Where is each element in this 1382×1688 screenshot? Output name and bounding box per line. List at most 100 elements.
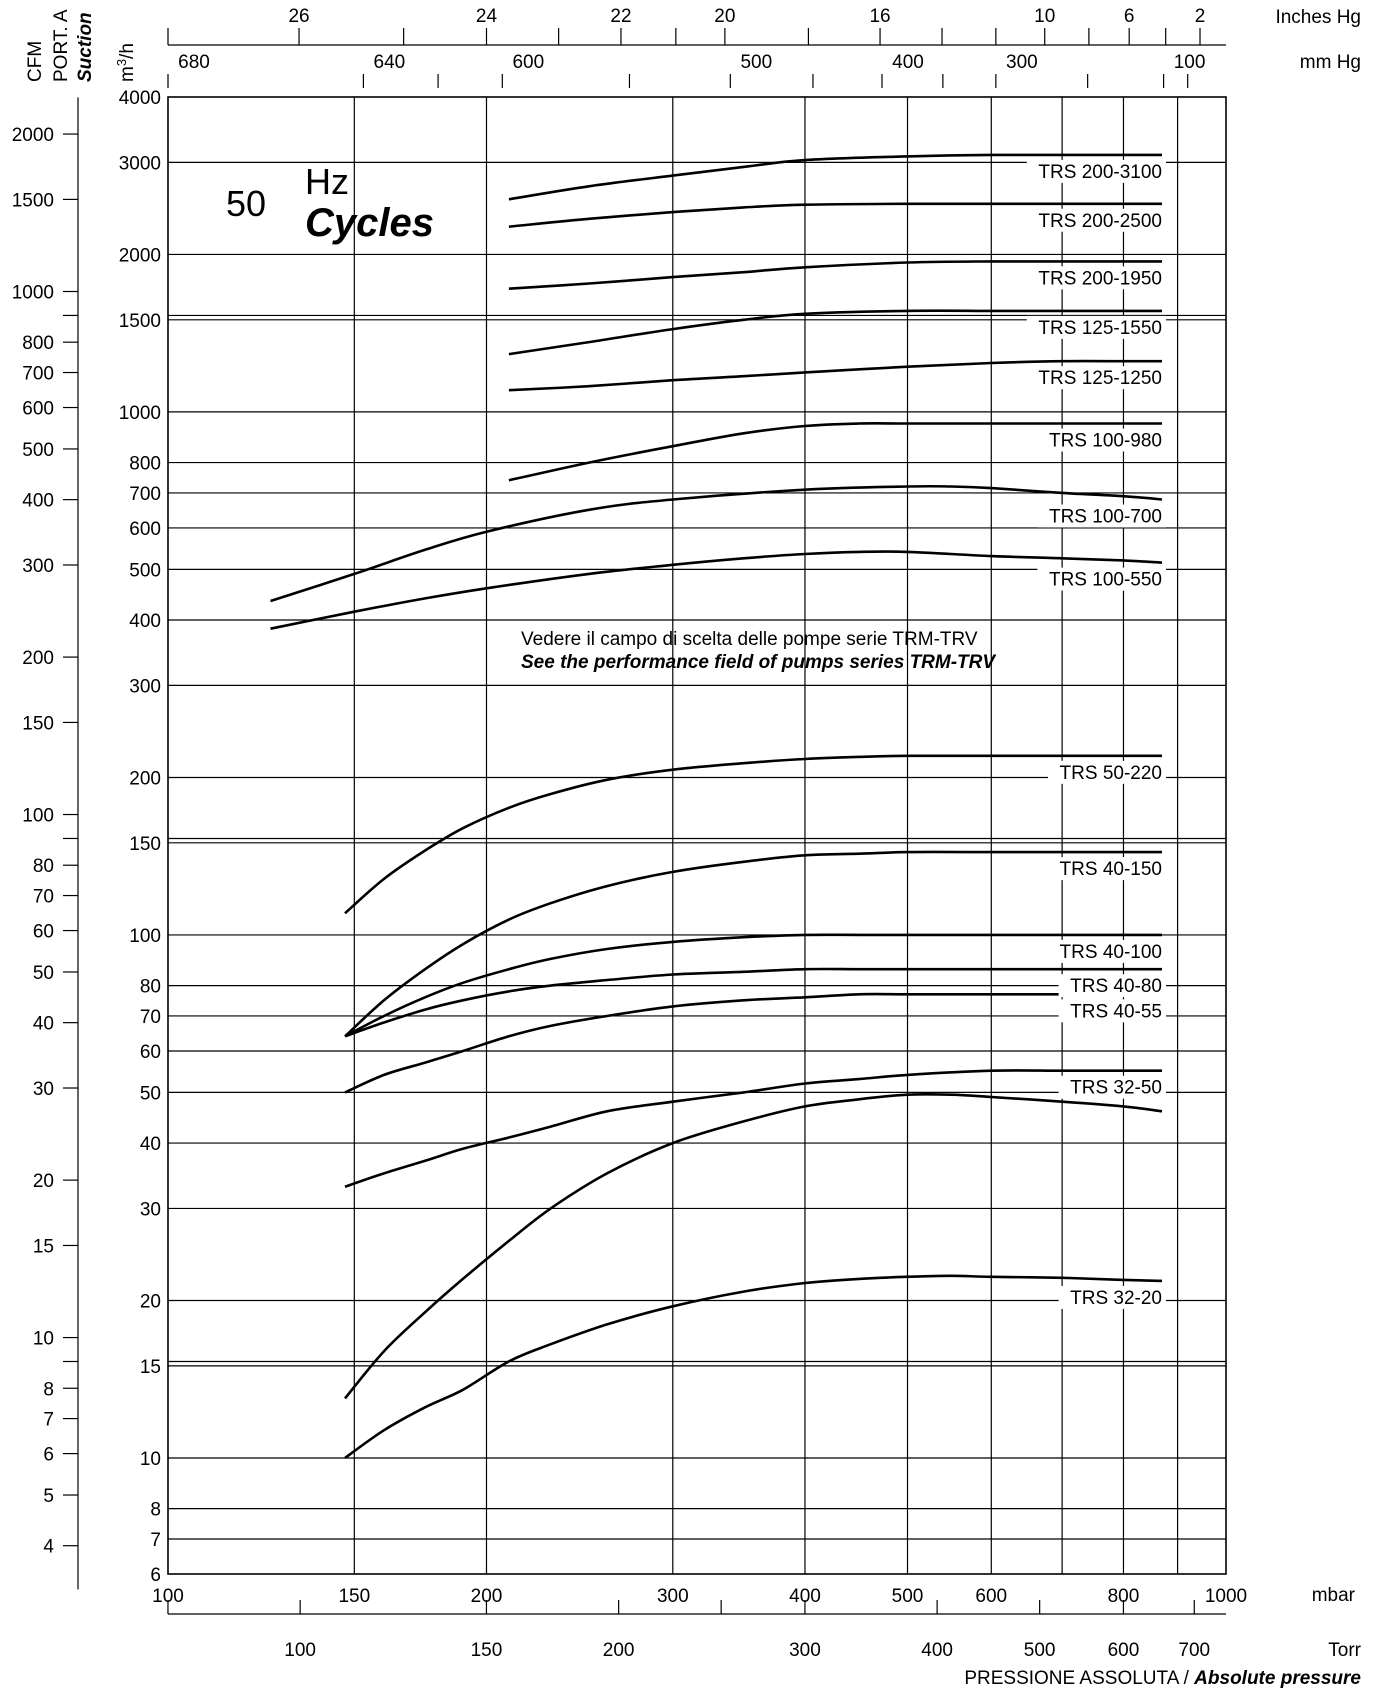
curve-label-trs-40-150: TRS 40-150: [1060, 859, 1162, 880]
y-tick-label-800: 800: [129, 454, 161, 475]
y-tick-label-10: 10: [140, 1449, 161, 1470]
footer-italian: PRESSIONE ASSOLUTA /: [964, 1668, 1194, 1688]
x-tick-label-500: 500: [892, 1586, 924, 1607]
note-italian: Vedere il campo di scelta delle pompe se…: [521, 629, 978, 650]
cfm-tick-label-70: 70: [33, 887, 54, 908]
y-axis-cfm: 4 5 6 7 8 10 15 20 30 40 50 60 70 80 100 150 200 300 400 50…: [12, 97, 79, 1590]
y-tick-label-6: 6: [150, 1565, 161, 1586]
axis-titles: CFM PORT. A Suction m3/h Inches Hg mm Hg…: [25, 7, 1362, 1688]
curve-label-bg: [1058, 1075, 1167, 1099]
cfm-tick-label-80: 80: [33, 856, 54, 877]
mmhg-tick-label-600: 600: [512, 52, 544, 73]
y-axis-m3h: 6 7 8 10 15 20 30 40 50 60 70 80 100 150 200 300 400 500 6…: [119, 88, 161, 1586]
x-axis-mbar: 100 150 200 300 400 500 600 800 1000: [152, 1586, 1247, 1607]
cfm-tick-label-4: 4: [43, 1537, 54, 1558]
y-tick-label-40: 40: [140, 1134, 161, 1155]
inhg-tick-label-26: 26: [288, 6, 309, 27]
cfm-tick-label-500: 500: [22, 440, 54, 461]
y-tick-label-1500: 1500: [119, 311, 161, 332]
curve-trs-100-980: [508, 422, 1162, 482]
cfm-tick-label-30: 30: [33, 1079, 54, 1100]
torr-tick-label-100: 100: [284, 1640, 316, 1661]
torr-tick-label-400: 400: [921, 1640, 953, 1661]
frequency-number: 50: [226, 183, 266, 224]
mmhg-tick-label-640: 640: [374, 52, 406, 73]
cfm-tick-label-2000: 2000: [12, 125, 54, 146]
y-tick-label-300: 300: [129, 676, 161, 697]
curve-unlabeled-14: [343, 1092, 1163, 1400]
y-tick-label-400: 400: [129, 611, 161, 632]
cfm-tick-label-200: 200: [22, 648, 54, 669]
y-tick-label-60: 60: [140, 1042, 161, 1063]
curve-label-trs-100-550: TRS 100-550: [1049, 570, 1162, 591]
frequency-label: 50 Hz Cycles: [226, 161, 434, 245]
curve-label-bg: [1026, 366, 1167, 390]
curve-trs-125-1250: [508, 359, 1162, 392]
curve-label-trs-40-80: TRS 40-80: [1070, 976, 1162, 997]
x-axis-torr: 100 150 200 300 400 500 600 700: [167, 1600, 1226, 1661]
mmhg-tick-label-300: 300: [1006, 52, 1038, 73]
x-tick-label-600: 600: [975, 1586, 1007, 1607]
curve-trs-32-50: [344, 1069, 1162, 1189]
cfm-tick-label-5: 5: [43, 1486, 54, 1507]
curve-label-bg: [1058, 1285, 1167, 1309]
x-axis-inches-hg: 26 24 22 20 16 10 6 2: [167, 6, 1206, 45]
curve-trs-40-100: [344, 933, 1162, 1038]
x-axis-mmhg: 680 640 600 500 400 300 100: [167, 44, 1226, 88]
y-tick-label-1000: 1000: [119, 403, 161, 424]
curve-trs-200-2500: [508, 202, 1162, 228]
curve-label-bg: [1037, 504, 1167, 528]
y-title-cfm: CFM: [25, 41, 46, 82]
mmhg-tick-label-680: 680: [178, 52, 210, 73]
curve-label-trs-200-1950: TRS 200-1950: [1038, 268, 1162, 289]
y-title-suction: Suction: [75, 12, 96, 82]
cfm-tick-label-60: 60: [33, 922, 54, 943]
x-title-torr: Torr: [1328, 1640, 1361, 1661]
cfm-tick-label-150: 150: [22, 713, 54, 734]
x-tick-label-150: 150: [338, 1586, 370, 1607]
cfm-tick-label-15: 15: [33, 1236, 54, 1257]
cfm-tick-label-6: 6: [43, 1445, 54, 1466]
curve-trs-32-20: [344, 1274, 1163, 1460]
x-tick-label-400: 400: [789, 1586, 821, 1607]
curve-label-bg: [1026, 315, 1167, 339]
x-tick-label-100: 100: [152, 1586, 184, 1607]
y-title-port: PORT. A: [51, 9, 72, 82]
cfm-tick-label-800: 800: [22, 333, 54, 354]
y-tick-label-30: 30: [140, 1199, 161, 1220]
torr-tick-label-300: 300: [789, 1640, 821, 1661]
y-tick-label-200: 200: [129, 768, 161, 789]
performance-curves: [270, 153, 1163, 1460]
y-tick-label-70: 70: [140, 1007, 161, 1028]
torr-tick-label-700: 700: [1178, 1640, 1210, 1661]
y-tick-label-500: 500: [129, 560, 161, 581]
y-tick-label-15: 15: [140, 1357, 161, 1378]
curve-label-bg: [1048, 760, 1167, 784]
cfm-tick-label-600: 600: [22, 399, 54, 420]
curve-label-trs-100-700: TRS 100-700: [1049, 507, 1162, 528]
cfm-tick-label-1500: 1500: [12, 190, 54, 211]
inhg-tick-label-2: 2: [1195, 6, 1206, 27]
curve-label-trs-125-1250: TRS 125-1250: [1038, 368, 1162, 389]
y-tick-label-100: 100: [129, 926, 161, 947]
curve-trs-40-150: [344, 850, 1163, 1038]
torr-tick-label-150: 150: [471, 1640, 503, 1661]
curve-trs-100-700: [270, 484, 1163, 603]
note: Vedere il campo di scelta delle pompe se…: [521, 629, 996, 673]
curve-label-bg: [1026, 208, 1167, 232]
torr-tick-label-500: 500: [1024, 1640, 1056, 1661]
curve-label-bg: [1048, 857, 1167, 881]
y-title-m3h: m3/h: [114, 43, 138, 82]
curve-label-trs-100-980: TRS 100-980: [1049, 431, 1162, 452]
curve-label-trs-50-220: TRS 50-220: [1060, 763, 1162, 784]
cfm-tick-label-50: 50: [33, 963, 54, 984]
x-title-inches-hg: Inches Hg: [1275, 7, 1361, 28]
inhg-tick-label-24: 24: [476, 6, 498, 27]
y-tick-label-600: 600: [129, 519, 161, 540]
curve-label-trs-200-3100: TRS 200-3100: [1038, 162, 1162, 183]
curve-label-bg: [1048, 939, 1167, 963]
curve-label-bg: [1026, 266, 1167, 290]
footer-english: Absolute pressure: [1193, 1668, 1361, 1688]
curve-label-trs-40-100: TRS 40-100: [1060, 942, 1162, 963]
curve-trs-50-220: [344, 754, 1162, 915]
